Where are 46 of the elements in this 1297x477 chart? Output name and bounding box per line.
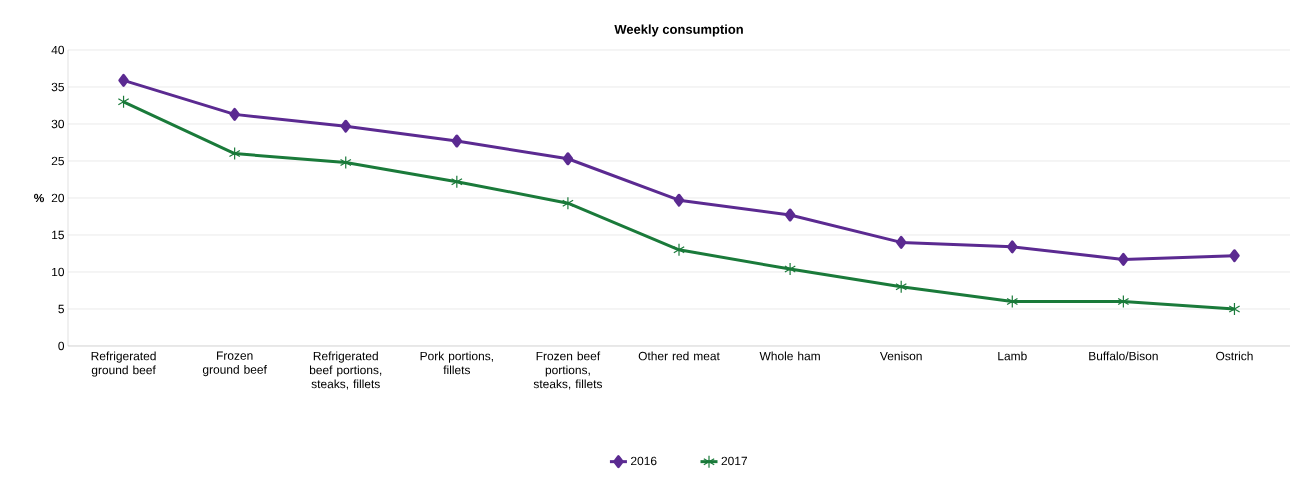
point xyxy=(117,95,130,109)
point xyxy=(784,262,796,276)
x-tick-label: Refrigerated beef portions, steaks, fillets xyxy=(309,351,382,390)
point xyxy=(340,119,351,133)
x-tick-label: Ostrich xyxy=(1216,351,1253,361)
x-tick-label: Frozen ground beef xyxy=(202,351,267,377)
point xyxy=(229,107,240,121)
x-tick-label: Venison xyxy=(879,351,922,361)
y-tick-label: 40 xyxy=(51,45,65,55)
x-tick-label: Lamb xyxy=(998,351,1027,361)
point xyxy=(1229,249,1240,263)
y-axis-title: % xyxy=(34,193,45,203)
x-tick-label: Pork portions, fillets xyxy=(420,351,493,375)
point xyxy=(1117,294,1130,309)
point xyxy=(118,73,129,87)
y-tick-label: 20 xyxy=(51,193,65,203)
y-tick-label: 25 xyxy=(51,156,64,166)
y-tick-label: 15 xyxy=(52,230,64,240)
x-tick-label: Other red meat xyxy=(638,351,720,361)
x-tick-label: Refrigerated ground beef xyxy=(91,351,156,377)
point xyxy=(562,196,574,210)
point xyxy=(451,175,463,189)
point xyxy=(451,134,463,148)
legend-label: 2017 xyxy=(721,456,747,466)
point xyxy=(562,152,574,166)
x-tick-label: Frozen beef portions, steaks, fillets xyxy=(533,351,603,390)
y-tick-label: 35 xyxy=(51,82,64,92)
y-tick-label: 10 xyxy=(52,267,65,277)
chart-title: Weekly consumption xyxy=(614,24,743,37)
point xyxy=(895,280,907,294)
y-tick-label: 0 xyxy=(58,341,65,351)
y-tick-label: 30 xyxy=(51,119,65,129)
point xyxy=(673,243,685,257)
x-tick-label: Whole ham xyxy=(759,351,820,361)
point xyxy=(1006,294,1019,309)
point xyxy=(1228,302,1241,316)
point xyxy=(228,146,241,161)
y-tick-label: 5 xyxy=(58,304,64,314)
point xyxy=(1118,252,1129,266)
point xyxy=(673,193,685,207)
point xyxy=(339,155,352,170)
x-tick-label: Buffalo/Bison xyxy=(1089,351,1158,361)
point xyxy=(1007,240,1018,254)
point xyxy=(895,235,907,249)
legend-label: 2016 xyxy=(631,456,657,466)
point xyxy=(784,208,796,222)
